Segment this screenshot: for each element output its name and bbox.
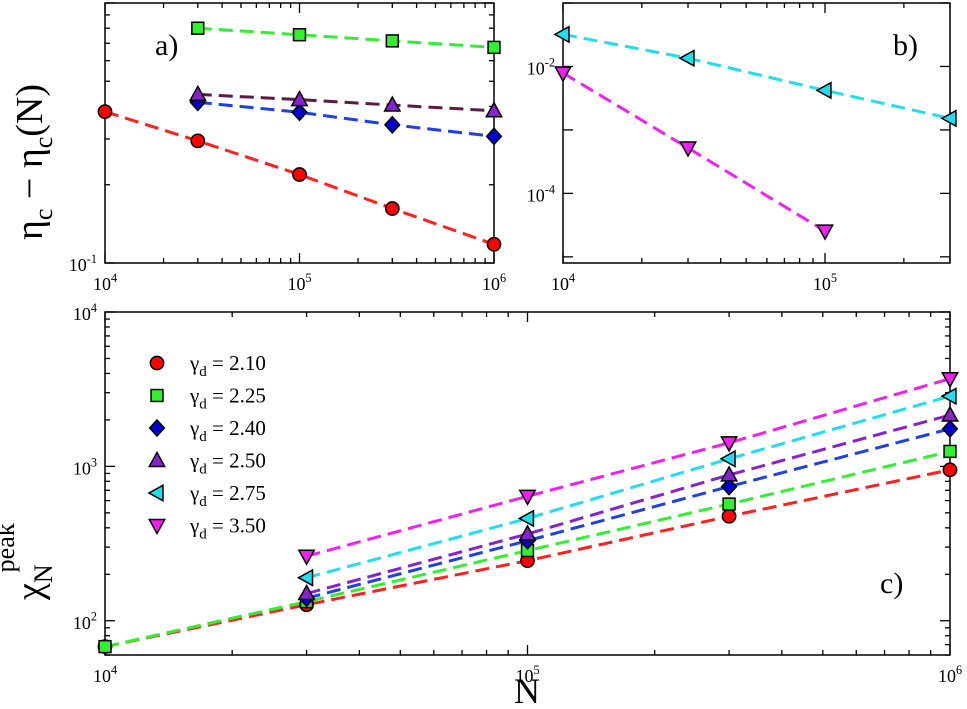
panel-c-ytick-label: 102 [73,610,97,633]
panel-a-point [292,167,307,182]
panel-c-fit-line-2 [306,427,951,600]
panel-c-label: c) [880,567,903,600]
panel-c-fit-line-5 [306,377,951,558]
legend-entry-label: γd = 2.75 [189,481,266,510]
panel-a-fit-line-3 [197,92,495,113]
panel-c-xlabel: N [514,671,540,709]
panel-c-xtick-label: 106 [938,663,962,686]
panel-a-point [292,28,307,42]
panel-c-point [722,497,736,511]
legend-entry-label: γd = 2.40 [189,416,266,445]
panel-a-fit-line-1 [197,26,495,49]
legend-marker [147,484,164,502]
panel-b-point [553,25,570,44]
legend-entry-label: γd = 3.50 [189,514,266,543]
panel-c-fit-line-3 [306,413,951,596]
panel-a-label: a) [155,29,178,62]
panel-c-point [941,371,959,389]
panel-c-point [943,444,957,459]
panel-b-ytick-label: 10-4 [527,182,555,205]
panel-a: 104 105 106 10-1 a) [69,2,506,294]
panel-a-ylabel: ηc − ηc(N) [9,84,58,240]
panel-a-point [485,101,503,118]
panel-b-point [815,81,832,100]
panel-c-point [941,419,959,439]
panel-a-point [191,21,205,35]
panel-c-point [297,583,316,601]
legend-marker [148,518,166,536]
panel-c-point [98,639,112,654]
panel-a-xtick-label: 106 [482,271,506,294]
legend-marker [148,418,166,438]
panel-a-point [486,236,502,252]
legend-entry-label: γd = 2.50 [189,449,266,478]
panel-b-point [554,66,572,83]
panel-a-ytick-label: 10-1 [69,252,97,275]
panel-b-fit-line-0 [562,32,951,120]
panel-c-xtick-label: 104 [93,663,117,686]
panel-c-point [517,509,535,528]
panel-c-point [518,489,537,506]
panel-b: 104 105 10-2 10-4 b) [527,2,957,294]
panel-a-point [291,103,308,122]
panel-c-point [720,477,738,496]
legend-entry-label: γd = 2.25 [189,384,266,413]
panel-b-fit-line-1 [562,71,826,233]
panel-b-xtick-label: 104 [551,271,575,294]
legend-marker [148,450,166,468]
panel-c-ytick-label: 103 [73,455,97,478]
panel-b-point [940,109,957,128]
panel-c-point [719,449,736,468]
panel-a-point [383,115,401,134]
panel-a-fit-line-0 [104,110,495,246]
legend-entry-label: γd = 2.10 [189,351,266,380]
panel-c-fit-line-4 [306,394,951,580]
panel-a-point [383,95,402,112]
panel-c-xtick-label: 105 [515,663,539,686]
panel-c-ylabel: χNpeak [0,523,58,601]
panel-b-ytick-label: 10-2 [527,55,555,78]
panel-a-point [487,40,501,55]
panel-a-point [188,84,207,102]
legend-marker [149,355,165,371]
panel-a-point [190,133,206,149]
panel-a-point [290,90,309,107]
panel-c-point [942,462,958,478]
panel-c-point [518,524,537,541]
panel-c-point [720,465,739,482]
panel-a-fit-line-2 [197,100,495,138]
panel-a-xtick-label: 104 [93,271,117,294]
panel-a-xtick-label: 105 [287,271,311,294]
panel-b-label: b) [893,29,918,62]
panel-c-point [940,387,957,406]
panel-b-point [678,49,695,68]
panel-a-point [485,127,503,146]
legend-marker [150,388,164,403]
panel-c: 104 105 106 104 103 102 c) γd = 2.10 γd = 2.25 γd… [73,301,962,686]
panel-b-xtick-label: 105 [813,271,837,294]
panel-c-point [720,436,739,453]
panel-b-point [679,141,697,158]
panel-c-point [297,549,316,566]
panel-c-point [941,405,959,422]
panel-a-point [385,34,400,48]
panel-c-point [296,568,314,587]
panel-a-point [97,104,113,120]
panel-c-ytick-label: 104 [73,301,97,324]
panel-b-point [816,224,834,241]
panel-c-point [721,508,737,524]
panel-a-point [384,201,400,216]
panel-b-frame [562,2,951,264]
